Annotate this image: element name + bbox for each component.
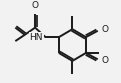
Text: HN: HN [30,33,43,42]
Text: O: O [102,56,109,65]
Text: O: O [102,25,109,34]
Text: O: O [32,1,39,10]
